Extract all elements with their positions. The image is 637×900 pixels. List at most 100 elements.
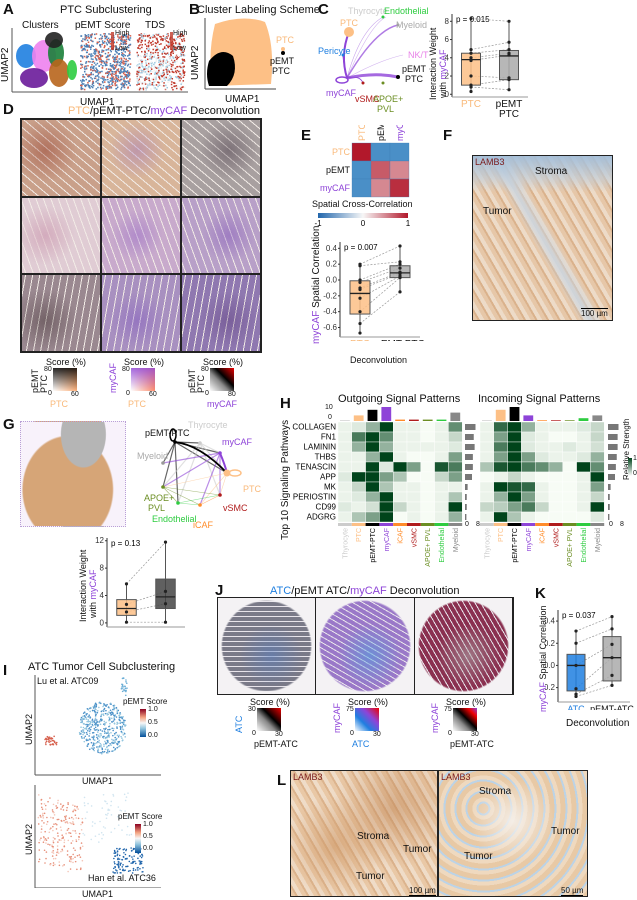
legend-zero: 0 <box>205 390 209 397</box>
cell-dot <box>119 728 122 731</box>
cell-dot <box>47 741 50 743</box>
tds-dot <box>145 68 148 70</box>
cell-dot <box>118 712 121 715</box>
cell-dot <box>102 714 105 717</box>
tds-dot <box>155 72 158 75</box>
tds-dot <box>182 50 184 52</box>
score-dot <box>91 67 94 69</box>
tds-dot <box>156 66 158 68</box>
heatmap-cell <box>392 491 408 503</box>
tds-dot <box>157 48 160 51</box>
cell-dot <box>118 740 121 743</box>
cell-dot <box>125 679 127 681</box>
heatmap-cell <box>521 491 536 503</box>
heatmap-cell <box>590 421 605 433</box>
score-dot <box>127 37 130 39</box>
cell-dot <box>113 749 116 751</box>
tds-dot <box>179 65 181 68</box>
score-dot <box>104 64 107 67</box>
cell-dot <box>106 712 108 715</box>
tds-dot <box>170 65 173 68</box>
heatmap-cell <box>337 511 353 523</box>
tds-dot <box>148 38 151 40</box>
cell-dot <box>100 831 103 834</box>
cell-dot <box>132 858 134 860</box>
column-label: vSMC <box>411 528 418 547</box>
tds-dot <box>169 77 172 79</box>
cell-dot <box>74 805 76 807</box>
cell-dot <box>80 730 83 732</box>
heatmap-cell <box>379 511 394 523</box>
score-dot <box>118 58 120 60</box>
data-point <box>574 629 578 633</box>
column-color-strip <box>448 523 463 526</box>
cell-dot <box>122 719 125 722</box>
cell-dot <box>67 802 69 804</box>
tds-dot <box>172 66 174 68</box>
tds-dot <box>175 41 177 44</box>
cell-dot <box>63 839 66 841</box>
cell-dot <box>54 857 57 860</box>
cell-dot <box>116 847 118 850</box>
column-total-bar <box>450 412 461 421</box>
tds-dot <box>139 76 141 78</box>
cell-dot <box>62 809 65 811</box>
cell-dot <box>113 722 116 724</box>
cell-dot <box>100 710 103 713</box>
heatmap-cell <box>434 441 449 453</box>
score-dot <box>109 77 112 79</box>
score-dot <box>120 54 123 56</box>
tds-dot <box>138 88 141 91</box>
cell-dot <box>93 739 96 742</box>
heatmap-cell <box>406 431 422 443</box>
score-dot <box>89 67 92 69</box>
tds-dot <box>178 88 181 91</box>
cell-dot <box>95 734 98 736</box>
tds-dot <box>137 81 139 83</box>
score-dot <box>125 63 127 65</box>
tds-dot <box>166 75 168 77</box>
heatmap-cell <box>479 441 495 453</box>
cell-dot <box>56 845 59 847</box>
cell-dot <box>134 869 137 871</box>
score-dot <box>124 51 127 53</box>
score-dot <box>124 70 126 72</box>
cell-dot <box>130 847 132 849</box>
heatmap-cell <box>337 481 353 493</box>
tds-dot <box>137 88 139 91</box>
score-dot <box>103 44 106 47</box>
tds-dot <box>150 68 153 70</box>
cell-dot <box>40 806 43 809</box>
cell-dot <box>82 715 84 718</box>
legend-xlabel: PTC <box>128 399 146 409</box>
heatmap-cell <box>392 431 408 443</box>
tds-dot <box>153 56 156 58</box>
tds-dot <box>179 87 182 89</box>
cell-dot <box>127 792 129 794</box>
score-dot <box>103 78 105 80</box>
data-point <box>507 19 511 23</box>
heatmap-cell <box>420 501 435 513</box>
cell-dot <box>109 712 112 714</box>
cell-dot <box>123 793 126 796</box>
legend-color-square <box>210 368 234 391</box>
data-point <box>610 683 614 687</box>
cell-dot <box>83 714 86 717</box>
tds-dot <box>163 60 166 63</box>
cell-dot <box>87 802 89 805</box>
cell-dot <box>82 712 85 714</box>
score-dot <box>80 44 83 47</box>
cell-dot <box>77 817 80 820</box>
category-label: pEMT <box>152 629 179 630</box>
score-dot <box>112 77 114 79</box>
score-dot <box>86 49 89 52</box>
cell-dot <box>98 833 100 836</box>
score-dot <box>98 84 101 86</box>
cell-dot <box>85 718 88 720</box>
score-dot <box>127 87 129 89</box>
tds-dot <box>149 67 152 69</box>
score-dot <box>114 83 116 85</box>
cell-dot <box>54 822 57 825</box>
cell-dot <box>91 718 94 721</box>
cell-dot <box>54 838 56 840</box>
